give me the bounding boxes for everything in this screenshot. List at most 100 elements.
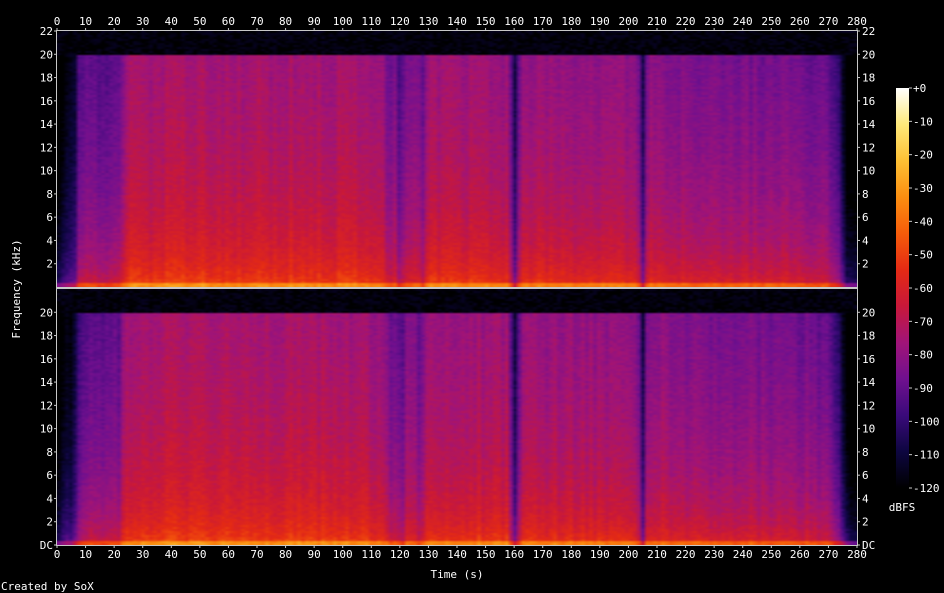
x-tick-label-top: 190 <box>590 15 610 28</box>
x-tick-label-top: 260 <box>790 15 810 28</box>
y-tick-label-left: 16 <box>40 353 53 366</box>
colorbar-tick-label: -90 <box>913 382 933 395</box>
x-tick-label-top: 110 <box>361 15 381 28</box>
x-tick-label-top: 280 <box>847 15 867 28</box>
x-tick-label-bottom: 180 <box>561 548 581 561</box>
colorbar-tick-label: -80 <box>913 349 933 362</box>
x-tick-label-bottom: 100 <box>333 548 353 561</box>
colorbar-tick-label: -100 <box>913 415 940 428</box>
x-tick-label-bottom: 170 <box>533 548 553 561</box>
y-tick-label-right: 16 <box>862 95 875 108</box>
x-tick-label-top: 150 <box>476 15 496 28</box>
y-tick-label-left: 20 <box>40 306 53 319</box>
x-tick-label-bottom: 220 <box>676 548 696 561</box>
colorbar-tick-label: -20 <box>913 149 933 162</box>
x-tick-label-top: 210 <box>647 15 667 28</box>
y-tick-label-right: DC <box>862 539 875 552</box>
y-tick-label-right: 20 <box>862 306 875 319</box>
x-tick-label-bottom: 120 <box>390 548 410 561</box>
x-tick-label-top: 250 <box>761 15 781 28</box>
x-tick-label-bottom: 10 <box>79 548 92 561</box>
x-tick-label-top: 200 <box>618 15 638 28</box>
x-tick-label-top: 140 <box>447 15 467 28</box>
x-tick-label-bottom: 250 <box>761 548 781 561</box>
y-tick-label-right: 8 <box>862 446 869 459</box>
y-tick-label-left: 10 <box>40 165 53 178</box>
y-tick-label-left: 14 <box>40 118 54 131</box>
x-tick-label-bottom: 80 <box>279 548 292 561</box>
x-tick-label-top: 70 <box>250 15 263 28</box>
y-tick-label-right: 10 <box>862 423 875 436</box>
y-axis-label: Frequency (kHz) <box>10 239 23 338</box>
y-tick-label-right: 14 <box>862 118 876 131</box>
x-tick-label-top: 80 <box>279 15 292 28</box>
colorbar-label: dBFS <box>889 501 916 514</box>
colorbar <box>896 88 909 488</box>
x-tick-label-bottom: 140 <box>447 548 467 561</box>
y-tick-label-left: 4 <box>46 492 53 505</box>
x-tick-label-bottom: 190 <box>590 548 610 561</box>
y-tick-label-left: 22 <box>40 25 53 38</box>
y-tick-label-right: 18 <box>862 72 875 85</box>
x-tick-label-top: 100 <box>333 15 353 28</box>
colorbar-tick-label: -30 <box>913 182 933 195</box>
x-tick-label-top: 10 <box>79 15 92 28</box>
y-tick-label-left: 8 <box>46 446 53 459</box>
x-tick-label-top: 60 <box>222 15 235 28</box>
y-tick-label-left: DC <box>40 539 53 552</box>
y-tick-label-left: 18 <box>40 330 53 343</box>
colorbar-tick-label: -70 <box>913 315 933 328</box>
y-tick-label-right: 6 <box>862 211 869 224</box>
x-tick-label-bottom: 240 <box>733 548 753 561</box>
spectrogram-image <box>57 31 857 287</box>
y-tick-label-left: 12 <box>40 399 53 412</box>
y-tick-label-left: 10 <box>40 423 53 436</box>
spectrogram-image <box>57 289 857 545</box>
x-tick-label-top: 220 <box>676 15 696 28</box>
x-tick-label-bottom: 20 <box>108 548 121 561</box>
y-tick-label-right: 18 <box>862 330 875 343</box>
y-tick-label-left: 6 <box>46 469 53 482</box>
y-tick-label-left: 8 <box>46 188 53 201</box>
y-tick-label-right: 20 <box>862 48 875 61</box>
colorbar-tick-label: +0 <box>913 82 926 95</box>
x-tick-label-bottom: 90 <box>308 548 321 561</box>
x-tick-label-bottom: 0 <box>54 548 61 561</box>
x-tick-label-bottom: 260 <box>790 548 810 561</box>
y-tick-label-right: 2 <box>862 516 869 529</box>
y-tick-label-right: 14 <box>862 376 876 389</box>
x-tick-label-top: 170 <box>533 15 553 28</box>
x-tick-label-top: 120 <box>390 15 410 28</box>
x-tick-label-bottom: 110 <box>361 548 381 561</box>
channel-1-spectrogram <box>57 31 857 287</box>
y-tick-label-left: 20 <box>40 48 53 61</box>
colorbar-tick-label: -120 <box>913 482 940 495</box>
x-tick-label-top: 160 <box>504 15 524 28</box>
x-tick-label-top: 0 <box>54 15 61 28</box>
y-tick-label-right: 12 <box>862 141 875 154</box>
colorbar-tick-label: -60 <box>913 282 933 295</box>
x-tick-label-bottom: 150 <box>476 548 496 561</box>
y-tick-label-left: 14 <box>40 376 54 389</box>
y-tick-label-right: 16 <box>862 353 875 366</box>
x-tick-label-top: 230 <box>704 15 724 28</box>
channel-2-spectrogram <box>57 289 857 545</box>
x-tick-label-top: 270 <box>818 15 838 28</box>
x-tick-label-bottom: 210 <box>647 548 667 561</box>
y-tick-label-left: 4 <box>46 234 53 247</box>
x-tick-label-bottom: 280 <box>847 548 867 561</box>
x-tick-label-bottom: 40 <box>165 548 178 561</box>
y-tick-label-left: 18 <box>40 72 53 85</box>
x-axis-label: Time (s) <box>431 568 484 581</box>
y-tick-label-left: 16 <box>40 95 53 108</box>
x-tick-label-top: 90 <box>308 15 321 28</box>
x-tick-label-bottom: 30 <box>136 548 149 561</box>
colorbar-tick-label: -40 <box>913 215 933 228</box>
x-tick-label-top: 130 <box>418 15 438 28</box>
y-tick-label-left: 6 <box>46 211 53 224</box>
y-tick-label-left: 12 <box>40 141 53 154</box>
x-tick-label-bottom: 270 <box>818 548 838 561</box>
x-tick-label-bottom: 50 <box>193 548 206 561</box>
x-tick-label-top: 30 <box>136 15 149 28</box>
x-tick-label-bottom: 200 <box>618 548 638 561</box>
